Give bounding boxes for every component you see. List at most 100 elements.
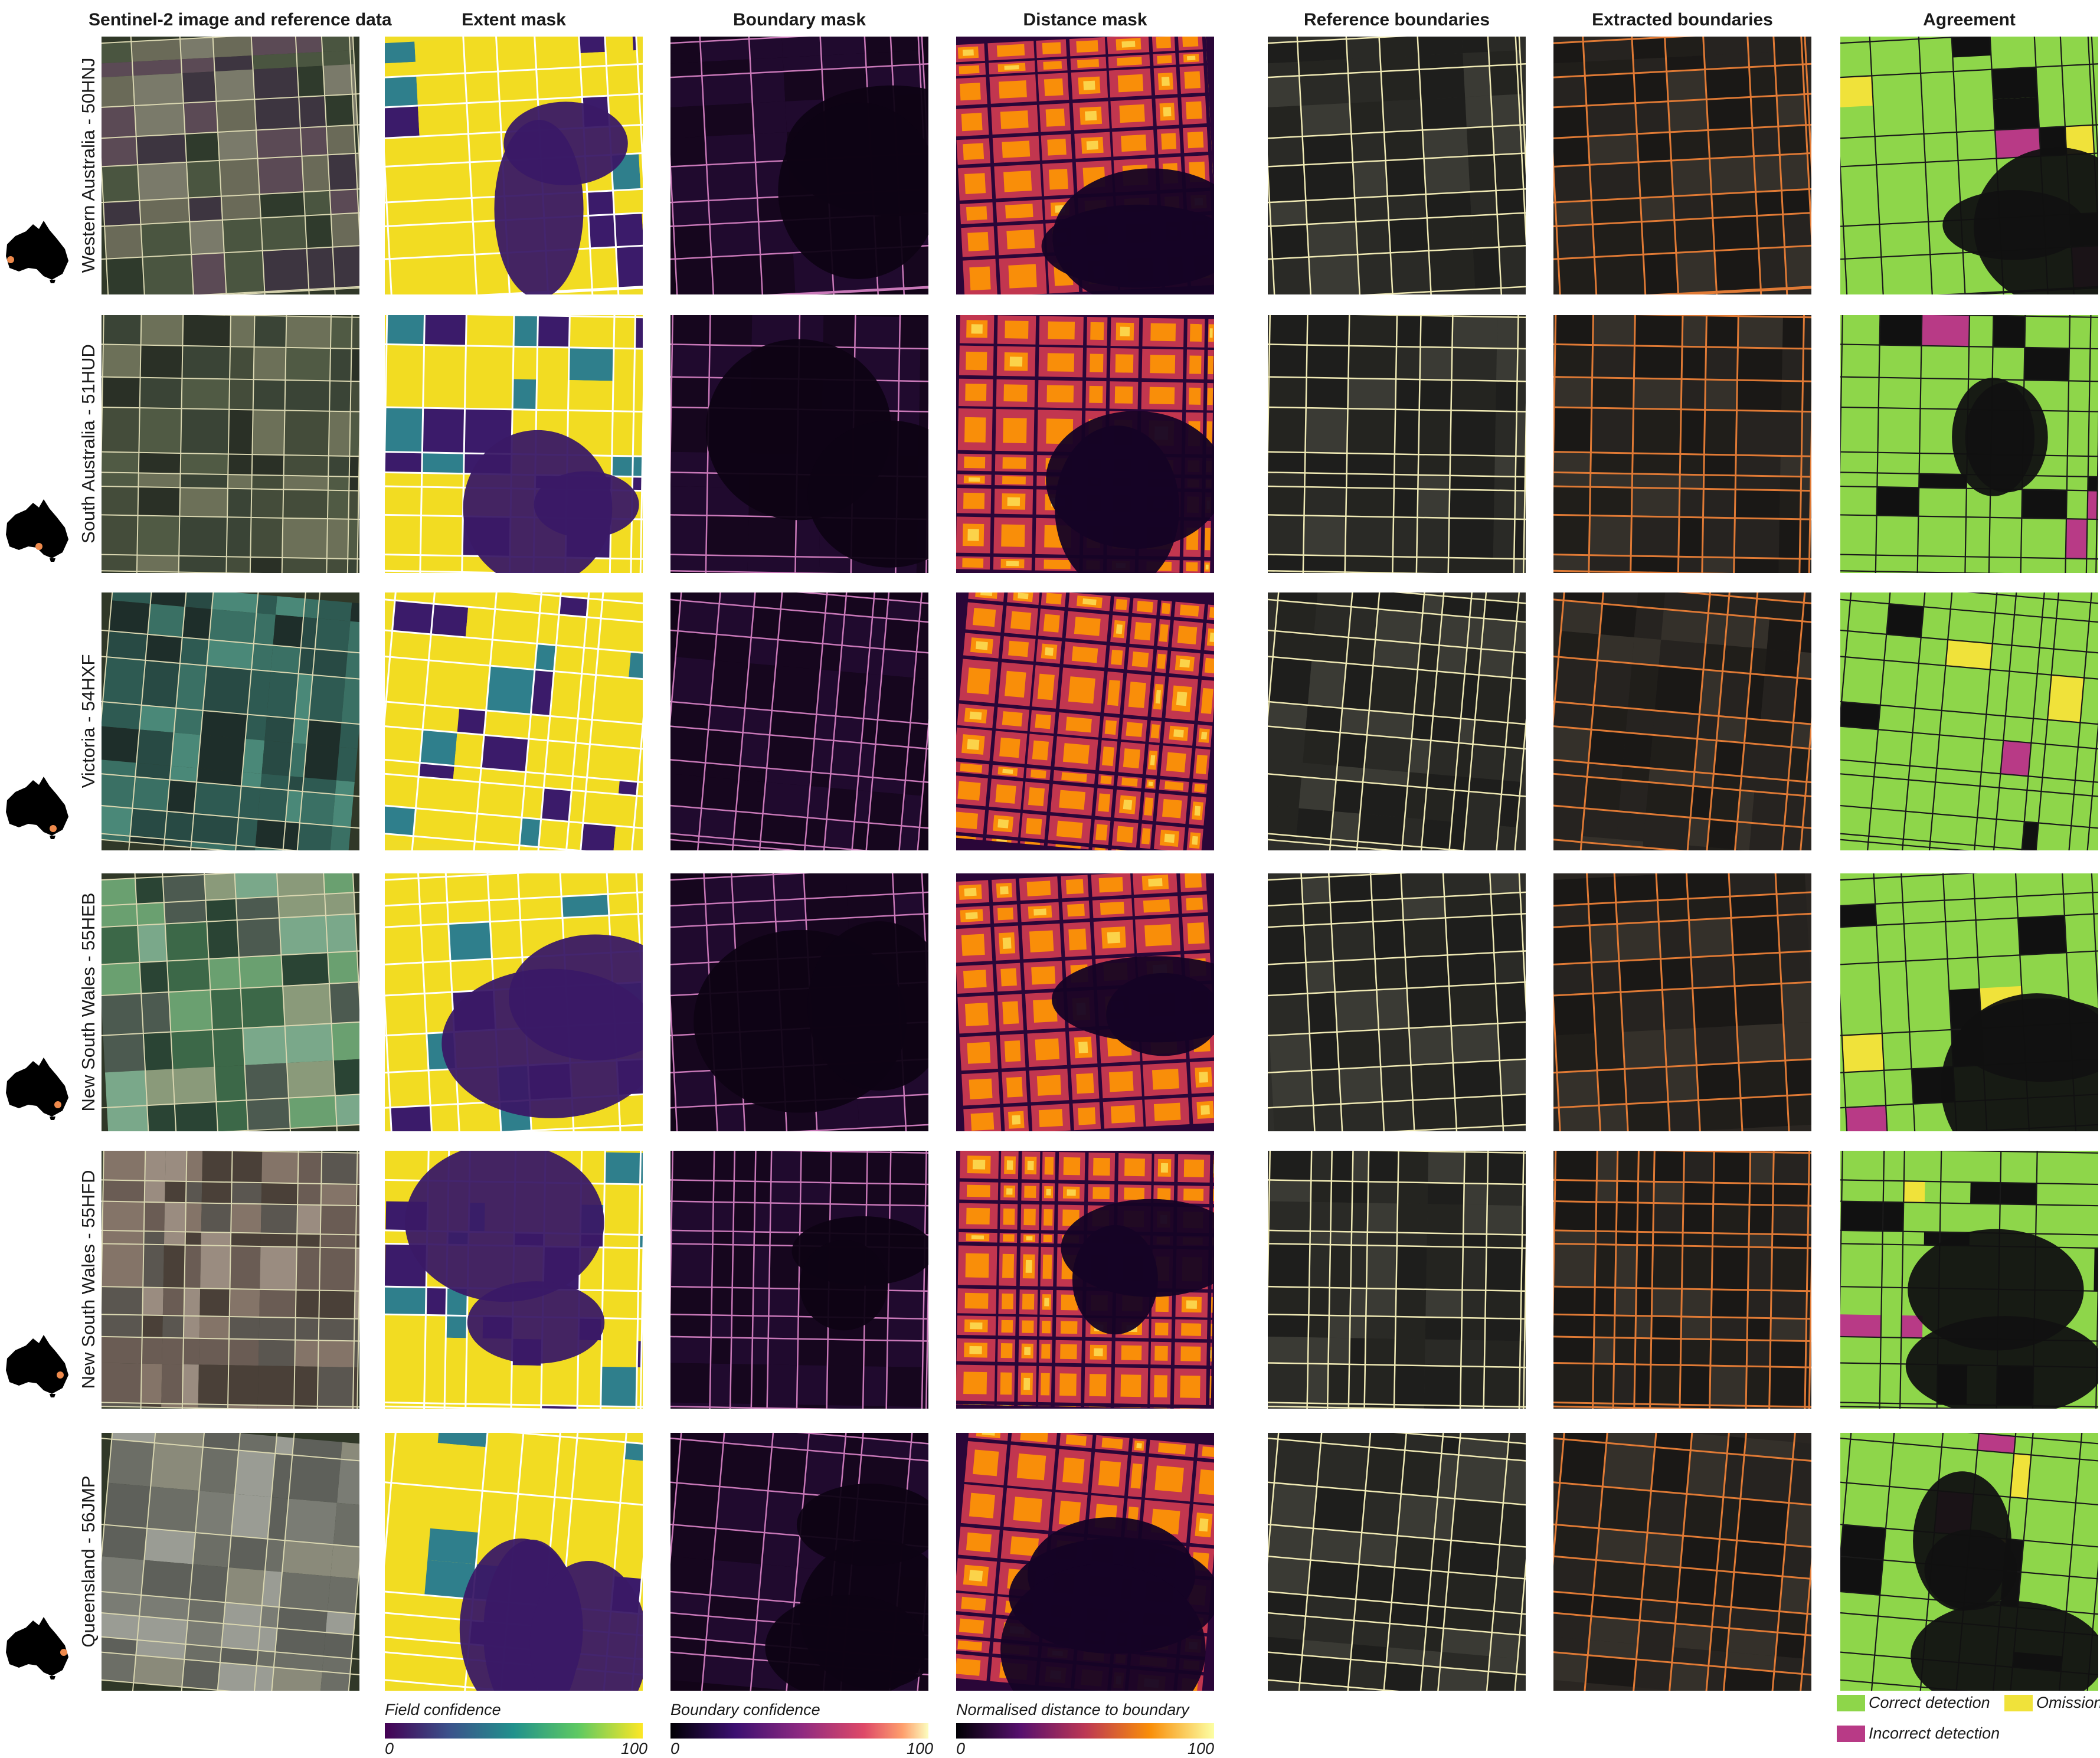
panel-image [1840, 1151, 2098, 1409]
panel-image [102, 37, 359, 294]
legend-swatch-incorrect [1837, 1726, 1865, 1742]
colorbar-boundary [670, 1723, 928, 1739]
panel-extent-row2 [385, 315, 643, 573]
panel-sentinel-row4 [102, 873, 359, 1131]
panel-image [1840, 37, 2098, 294]
colorbar-title-boundary: Boundary confidence [670, 1701, 820, 1718]
panel-agreement-row4 [1840, 873, 2098, 1131]
row-label-4: New South Wales - 55HFD [78, 1170, 99, 1389]
panel-image [670, 1433, 928, 1691]
panel-image [102, 1433, 359, 1691]
colorbar-field-min: 0 [385, 1740, 394, 1757]
panel-image [385, 37, 643, 294]
panel-extracted-row2 [1553, 315, 1811, 573]
panel-image [385, 592, 643, 850]
australia-map-icon [6, 1058, 68, 1120]
panel-image [670, 873, 928, 1131]
colorbar-distance [956, 1723, 1214, 1739]
panel-image [1268, 37, 1526, 294]
row-label-5: Queensland - 56JMP [78, 1475, 99, 1648]
panel-extent-row3 [385, 592, 643, 850]
panel-boundary-row1 [670, 37, 928, 294]
panel-distance-row4 [956, 873, 1214, 1131]
panel-image [670, 37, 928, 294]
panel-image [385, 873, 643, 1131]
colorbar-boundary-min: 0 [670, 1740, 680, 1757]
panel-image [956, 1151, 1214, 1409]
panel-distance-row6 [956, 1433, 1214, 1691]
colorbar-title-distance: Normalised distance to boundary [956, 1701, 1189, 1718]
panel-image [385, 1151, 643, 1409]
panel-reference-row4 [1268, 873, 1526, 1131]
panel-reference-row5 [1268, 1151, 1526, 1409]
panel-image [1840, 315, 2098, 573]
panel-image [670, 592, 928, 850]
panel-distance-row1 [956, 37, 1214, 294]
panel-boundary-row4 [670, 873, 928, 1131]
panel-image [102, 1151, 359, 1409]
panel-image [956, 873, 1214, 1131]
panel-boundary-row2 [670, 315, 928, 573]
panel-sentinel-row2 [102, 315, 359, 573]
column-header-distance: Distance mask [1023, 10, 1147, 30]
panel-agreement-row3 [1840, 592, 2098, 850]
row-label-3: New South Wales - 55HEB [78, 892, 99, 1112]
legend-swatch-omission [2004, 1695, 2033, 1711]
row-label-1: South Australia - 51HUD [78, 344, 99, 544]
legend-label-incorrect: Incorrect detection [1869, 1724, 2000, 1742]
panel-extent-row4 [385, 873, 643, 1131]
colorbar-boundary-max: 100 [907, 1740, 934, 1757]
australia-map-icon [6, 221, 68, 283]
panel-extracted-row5 [1553, 1151, 1811, 1409]
column-header-extent: Extent mask [462, 10, 566, 30]
panel-image [1268, 873, 1526, 1131]
column-header-agreement: Agreement [1923, 10, 2016, 30]
panel-image [1840, 873, 2098, 1131]
panel-reference-row1 [1268, 37, 1526, 294]
panel-image [956, 315, 1214, 573]
panel-agreement-row6 [1840, 1433, 2098, 1691]
panel-extracted-row1 [1553, 37, 1811, 294]
panel-image [1840, 592, 2098, 850]
panel-image [956, 592, 1214, 850]
panel-distance-row3 [956, 592, 1214, 850]
row-label-0: Western Australia - 50HNJ [78, 57, 99, 273]
panel-extent-row1 [385, 37, 643, 294]
panel-extracted-row4 [1553, 873, 1811, 1131]
colorbar-distance-min: 0 [956, 1740, 966, 1757]
panel-reference-row2 [1268, 315, 1526, 573]
colorbar-field-max: 100 [621, 1740, 648, 1757]
column-header-boundary: Boundary mask [732, 10, 866, 30]
panel-image [670, 1151, 928, 1409]
column-header-sentinel: Sentinel-2 image and reference data [89, 10, 392, 30]
australia-map-icon [6, 1617, 68, 1680]
panel-image [1553, 1433, 1811, 1691]
panel-image [1268, 315, 1526, 573]
colorbar-distance-max: 100 [1188, 1740, 1215, 1757]
panel-reference-row3 [1268, 592, 1526, 850]
panel-image [1553, 315, 1811, 573]
panel-extent-row5 [385, 1151, 643, 1409]
australia-map-icon [6, 777, 68, 839]
australia-map-icon [6, 1335, 68, 1397]
panel-extent-row6 [385, 1433, 643, 1691]
row-label-2: Victoria - 54HXF [78, 654, 99, 788]
panel-reference-row6 [1268, 1433, 1526, 1691]
panel-image [1840, 1433, 2098, 1691]
legend-label-correct: Correct detection [1869, 1694, 1990, 1711]
panel-boundary-row5 [670, 1151, 928, 1409]
panel-image [956, 1433, 1214, 1691]
panel-boundary-row3 [670, 592, 928, 850]
panel-sentinel-row3 [102, 592, 359, 850]
legend-swatch-correct [1837, 1695, 1865, 1711]
panel-extracted-row6 [1553, 1433, 1811, 1691]
legend-label-omission: Omission [2036, 1694, 2100, 1711]
panel-image [1268, 1433, 1526, 1691]
panel-image [670, 315, 928, 573]
panel-agreement-row5 [1840, 1151, 2098, 1409]
colorbar-title-field: Field confidence [385, 1701, 501, 1718]
panel-image [1268, 1151, 1526, 1409]
panel-image [1553, 1151, 1811, 1409]
australia-map-icon [6, 499, 68, 562]
panel-distance-row5 [956, 1151, 1214, 1409]
